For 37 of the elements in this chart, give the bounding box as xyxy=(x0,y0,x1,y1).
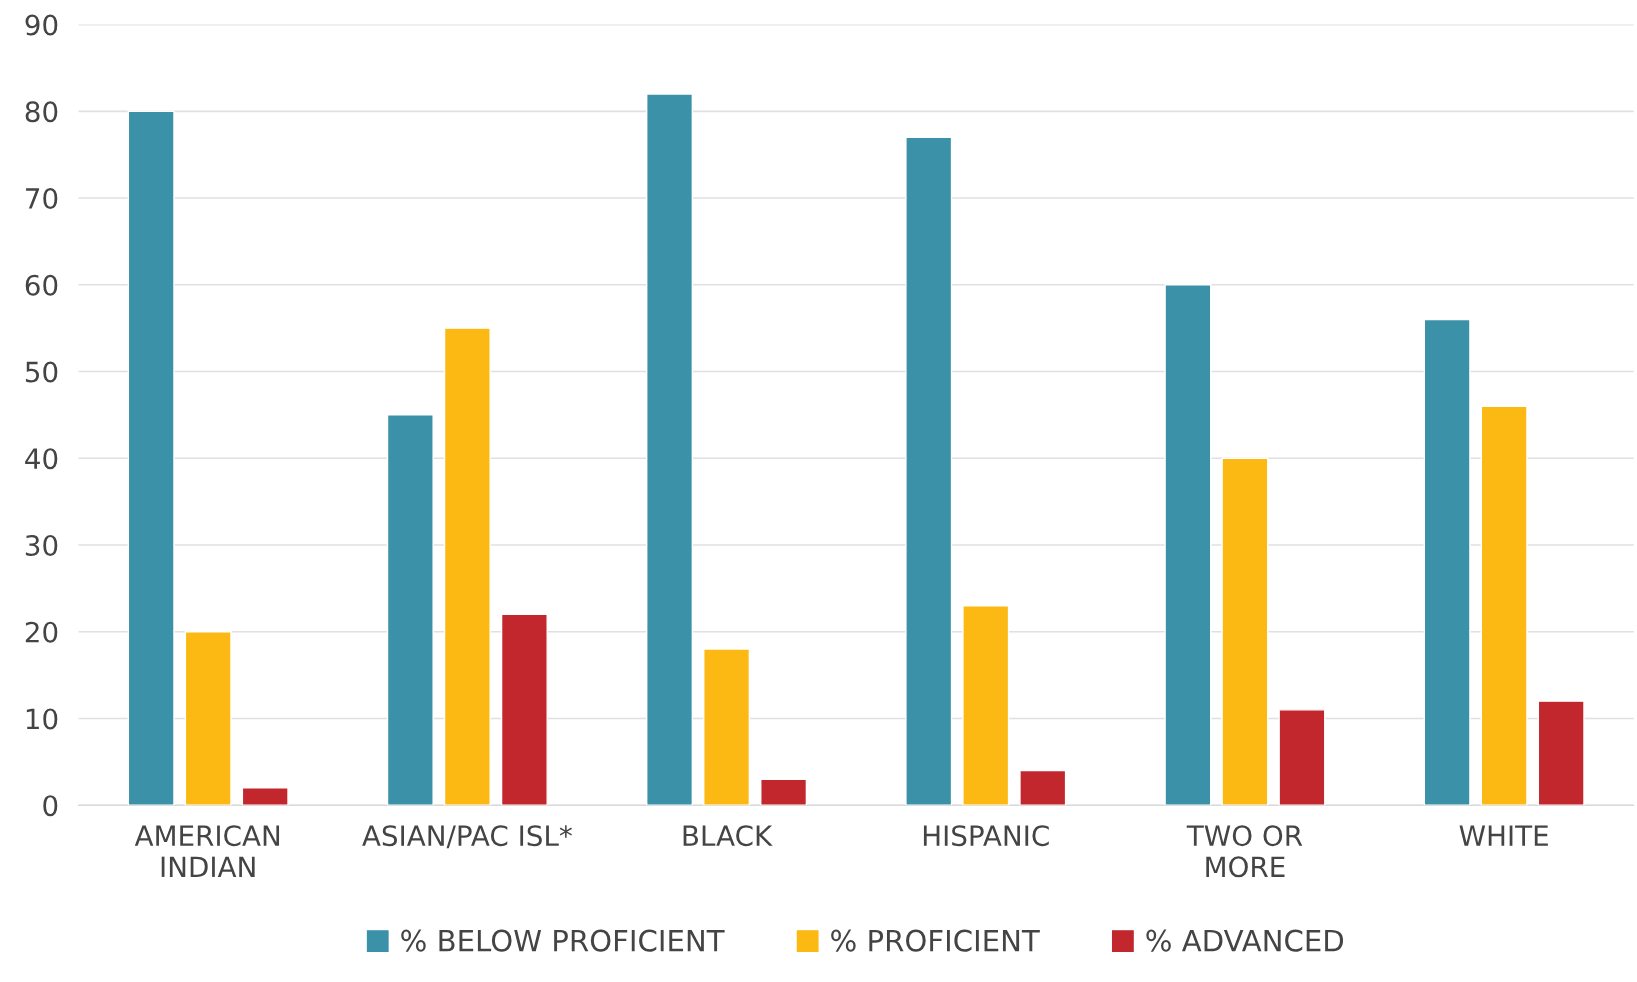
bar xyxy=(1221,457,1269,806)
bar xyxy=(241,787,289,806)
x-tick-label: TWO OR MORE xyxy=(1186,825,1303,878)
bar xyxy=(1278,709,1326,806)
legend-label: % ADVANCED xyxy=(1146,929,1344,952)
bar xyxy=(127,110,175,806)
legend-label: % PROFICIENT xyxy=(831,929,1040,952)
bar xyxy=(1480,405,1528,806)
y-tick-label: 80 xyxy=(25,101,58,123)
legend-label: % BELOW PROFICIENT xyxy=(401,929,725,952)
x-tick-label: ASIAN/PAC ISL* xyxy=(362,825,572,849)
bar xyxy=(703,648,751,806)
bar xyxy=(184,631,232,806)
x-tick-label: BLACK xyxy=(683,825,773,847)
y-tick-label: 70 xyxy=(26,187,58,209)
bar xyxy=(760,778,808,806)
y-tick-label: 50 xyxy=(25,361,58,383)
bar xyxy=(386,414,434,806)
x-tick-label: AMERICAN INDIAN xyxy=(134,825,280,877)
bar xyxy=(1423,318,1471,806)
x-tick-label: HISPANIC xyxy=(923,825,1049,847)
bar xyxy=(646,93,694,806)
y-tick-label: 40 xyxy=(25,448,58,470)
bar xyxy=(1164,284,1212,806)
x-tick-label: WHITE xyxy=(1459,825,1548,846)
bar xyxy=(500,613,548,806)
y-tick-label: 20 xyxy=(25,621,58,643)
y-tick-label: 0 xyxy=(43,795,58,817)
bar xyxy=(1537,700,1585,806)
y-tick-label: 60 xyxy=(25,274,58,296)
bar xyxy=(905,136,953,806)
bar xyxy=(962,605,1010,806)
bar xyxy=(1019,769,1067,806)
y-tick-label: 10 xyxy=(26,708,58,730)
bar xyxy=(443,327,491,806)
y-tick-label: 90 xyxy=(25,14,58,36)
y-tick-label: 30 xyxy=(25,534,58,556)
